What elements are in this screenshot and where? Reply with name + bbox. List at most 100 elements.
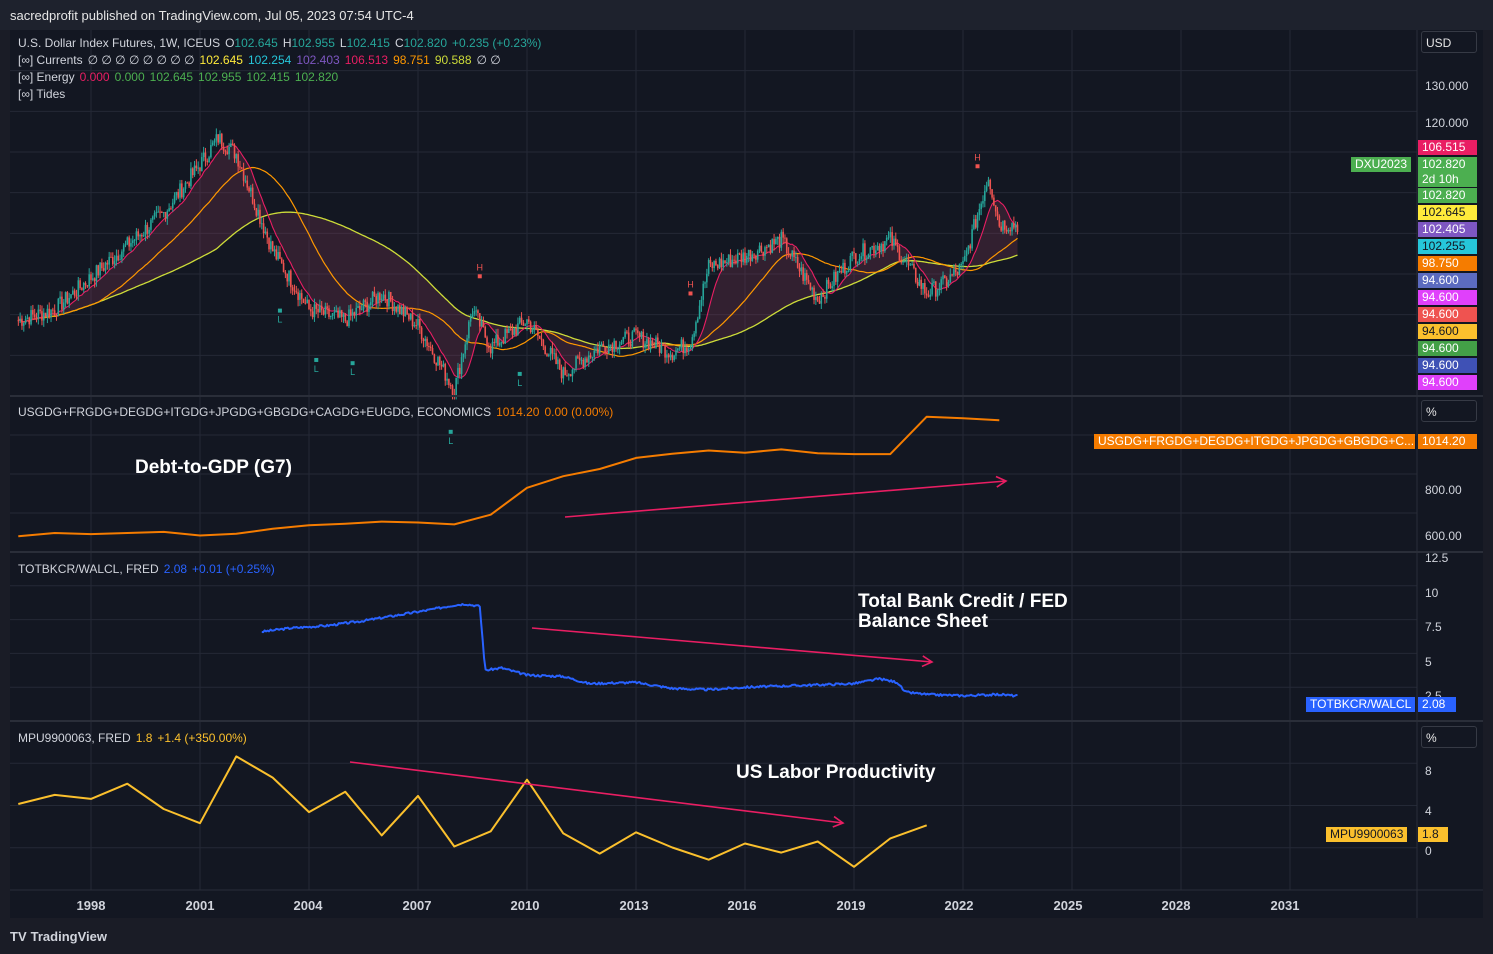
candle-body xyxy=(960,263,962,265)
candle-body xyxy=(858,258,861,263)
candle-body xyxy=(524,324,526,326)
candle-body xyxy=(537,329,539,336)
candle-body xyxy=(798,267,801,272)
candle-body xyxy=(404,307,407,317)
currents-label[interactable]: [∞] Currents xyxy=(18,53,83,67)
candle-body xyxy=(30,310,32,325)
tradingview-logo[interactable]: TV xyxy=(10,929,27,944)
footer-brand[interactable]: TradingView xyxy=(30,929,107,944)
x-tick: 2022 xyxy=(944,898,974,913)
candle-body xyxy=(28,317,31,325)
low-marker xyxy=(350,361,355,366)
candle-body xyxy=(217,134,219,143)
price-badge: 102.645 xyxy=(1418,205,1477,220)
candle-body xyxy=(916,282,919,286)
candle-body xyxy=(944,275,946,279)
candle-body xyxy=(242,168,245,181)
mpu-legend[interactable]: MPU9900063, FRED 1.8 +1.4 (+350.00%) xyxy=(18,731,252,745)
candle-body xyxy=(151,216,154,220)
candle-body xyxy=(389,292,392,302)
energy-label[interactable]: [∞] Energy xyxy=(18,70,75,84)
candle-body xyxy=(758,245,761,252)
candle-body xyxy=(984,190,986,202)
high-marker-label: H xyxy=(974,152,981,162)
candle-body xyxy=(182,188,185,198)
candle-body xyxy=(437,356,439,366)
credit-legend[interactable]: TOTBKCR/WALCL, FRED 2.08 +0.01 (+0.25%) xyxy=(18,562,280,576)
candle-body xyxy=(626,331,628,333)
candle-body xyxy=(44,312,47,317)
main-symbol[interactable]: U.S. Dollar Index Futures, 1W, ICEUS xyxy=(18,36,221,50)
ohlc-open: 102.645 xyxy=(234,36,278,50)
candle-body xyxy=(319,305,321,313)
candle-body xyxy=(929,294,932,297)
credit-symbol[interactable]: TOTBKCR/WALCL, FRED xyxy=(18,562,159,576)
energy-v3: 102.645 xyxy=(149,70,194,84)
candle-body xyxy=(931,282,933,295)
candle-body xyxy=(945,278,948,287)
candle-body xyxy=(577,356,579,358)
candle-body xyxy=(902,261,904,263)
candle-body xyxy=(831,286,833,289)
candle-body xyxy=(560,369,563,379)
candle-body xyxy=(571,369,574,377)
chart-canvas[interactable]: H H H L L L L L xyxy=(10,30,1483,918)
price-badge: 106.515 xyxy=(1418,140,1477,155)
candle-body xyxy=(606,352,608,354)
footer[interactable]: TV TradingView xyxy=(10,929,107,944)
debt-legend[interactable]: USGDG+FRGDG+DEGDG+ITGDG+JPGDG+GBGDG+CAGD… xyxy=(18,405,618,419)
candle-body xyxy=(110,256,112,258)
candle-body xyxy=(313,304,316,318)
candle-body xyxy=(586,358,588,363)
candle-body xyxy=(88,274,90,287)
mpu-symbol[interactable]: MPU9900063, FRED xyxy=(18,731,131,745)
candle-body xyxy=(778,236,781,248)
candle-body xyxy=(435,362,437,366)
candle-body xyxy=(598,345,601,354)
candle-body xyxy=(373,291,376,297)
candle-body xyxy=(188,182,190,187)
currents-empties: ∅ ∅ ∅ ∅ ∅ ∅ ∅ ∅ xyxy=(87,53,195,67)
currency-button[interactable]: USD xyxy=(1421,31,1477,53)
currents-legend[interactable]: [∞] Currents ∅ ∅ ∅ ∅ ∅ ∅ ∅ ∅ 102.645 102.25… xyxy=(18,53,506,67)
candle-body xyxy=(669,354,672,358)
candle-body xyxy=(927,295,930,297)
low-marker xyxy=(517,371,522,376)
debt-unit-button[interactable]: % xyxy=(1421,400,1477,422)
currents-v6: 90.588 xyxy=(434,53,472,67)
debt-symbol[interactable]: USGDG+FRGDG+DEGDG+ITGDG+JPGDG+GBGDG+CAGD… xyxy=(18,405,492,419)
candle-body xyxy=(553,353,556,355)
candle-body xyxy=(426,338,428,347)
tides-label[interactable]: [∞] Tides xyxy=(18,87,66,101)
candle-body xyxy=(689,347,692,349)
currents-v5: 98.751 xyxy=(393,53,430,67)
candle-body xyxy=(300,293,303,299)
candle-body xyxy=(280,258,283,263)
candle-body xyxy=(542,339,545,347)
candle-body xyxy=(664,344,666,358)
candle-body xyxy=(322,310,325,315)
mpu-unit-button[interactable]: % xyxy=(1421,726,1477,748)
debt-change: 0.00 (0.00%) xyxy=(544,405,614,419)
energy-legend[interactable]: [∞] Energy 0.000 0.000 102.645 102.955 102.41… xyxy=(18,70,343,84)
candle-body xyxy=(882,243,884,252)
candle-body xyxy=(631,331,634,347)
candle-body xyxy=(184,182,187,189)
candle-body xyxy=(622,337,625,342)
mpu-tick: 8 xyxy=(1425,764,1432,778)
low-marker-label: L xyxy=(277,315,282,325)
price-badge: 98.750 xyxy=(1418,256,1477,271)
candle-body xyxy=(133,239,136,241)
candle-body xyxy=(613,340,615,352)
candle-body xyxy=(493,341,496,343)
candle-body xyxy=(397,305,399,312)
candle-body xyxy=(1000,226,1002,231)
candle-body xyxy=(48,308,51,318)
candle-body xyxy=(913,263,915,268)
main-legend[interactable]: U.S. Dollar Index Futures, 1W, ICEUS O102… xyxy=(18,36,546,50)
tides-legend[interactable]: [∞] Tides xyxy=(18,87,70,101)
candle-body xyxy=(567,374,570,376)
candle-body xyxy=(531,330,534,333)
candle-body xyxy=(733,259,735,261)
candle-body xyxy=(816,296,819,301)
